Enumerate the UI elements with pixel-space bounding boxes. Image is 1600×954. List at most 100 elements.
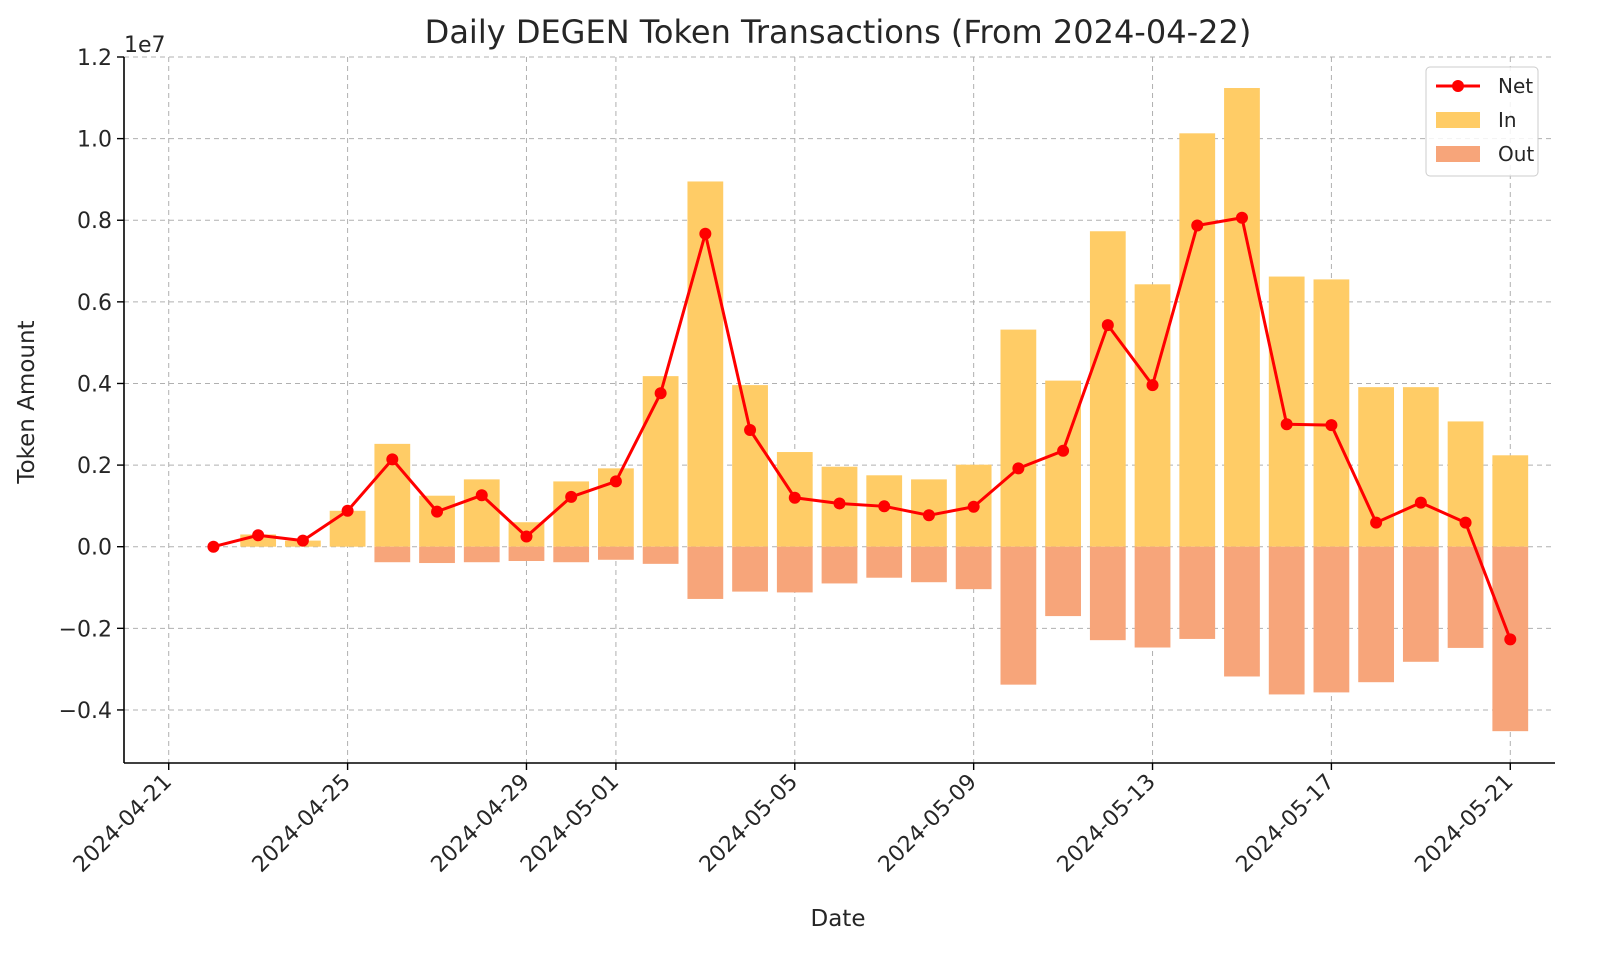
bar-in bbox=[687, 181, 724, 547]
y-tick-label: 0.4 bbox=[77, 372, 112, 397]
y-tick-label: 0.6 bbox=[77, 291, 112, 316]
bar-out bbox=[955, 546, 992, 590]
legend: Net In Out bbox=[1425, 66, 1539, 177]
net-point bbox=[1012, 462, 1025, 475]
y-tick-label: −0.4 bbox=[59, 699, 112, 724]
net-point bbox=[967, 500, 980, 513]
bar-out bbox=[732, 546, 768, 592]
bar-out bbox=[776, 546, 813, 593]
y-tick-label: 0.2 bbox=[77, 454, 112, 479]
net-point bbox=[699, 227, 712, 240]
bar-in bbox=[642, 376, 679, 547]
net-point bbox=[1325, 419, 1338, 432]
net-point bbox=[609, 475, 622, 488]
y-tick-label: 1.0 bbox=[77, 128, 112, 153]
bar-out bbox=[911, 546, 947, 583]
bar-in bbox=[1179, 133, 1216, 547]
net-point bbox=[431, 505, 444, 518]
net-point bbox=[1280, 418, 1293, 431]
bar-in bbox=[419, 495, 455, 547]
net-point bbox=[296, 534, 309, 547]
bar-out bbox=[1313, 546, 1350, 693]
y-axis-label: Token Amount bbox=[14, 320, 40, 484]
legend-out-swatch bbox=[1436, 146, 1480, 162]
net-point bbox=[922, 509, 935, 522]
bar-out bbox=[1134, 546, 1171, 648]
bar-out bbox=[1268, 546, 1305, 695]
net-point bbox=[1370, 516, 1383, 529]
legend-in-label: In bbox=[1498, 108, 1517, 132]
legend-net-label: Net bbox=[1498, 74, 1533, 98]
net-point bbox=[1101, 319, 1114, 332]
y-axis-ticks: −0.4 −0.2 0.0 0.2 0.4 0.6 0.8 1.0 1.2 bbox=[59, 46, 124, 724]
net-point bbox=[1504, 633, 1517, 646]
x-tick-label: 2024-05-13 bbox=[1053, 770, 1161, 878]
bar-out bbox=[463, 546, 500, 563]
bar-out bbox=[1045, 546, 1081, 617]
bar-in bbox=[1402, 387, 1439, 547]
y-tick-label: 0.0 bbox=[77, 536, 112, 561]
net-point bbox=[878, 500, 891, 513]
x-axis-ticks: 2024-04-21 2024-04-25 2024-04-292024-05-01… bbox=[69, 763, 1519, 878]
bar-in bbox=[1000, 329, 1037, 547]
bar-out bbox=[1447, 546, 1484, 648]
bar-in bbox=[1313, 279, 1350, 547]
x-tick-label: 2024-04-21 bbox=[69, 770, 177, 878]
net-point bbox=[744, 423, 757, 436]
x-tick-label: 2024-04-25 bbox=[248, 770, 356, 878]
bar-out bbox=[821, 546, 858, 584]
y-tick-label: 0.8 bbox=[77, 209, 112, 234]
series-in-bars bbox=[240, 88, 1529, 547]
net-point bbox=[1414, 496, 1427, 509]
bar-in bbox=[1089, 231, 1126, 547]
bar-in bbox=[732, 385, 768, 547]
y-axis-offset-label: 1e7 bbox=[124, 33, 166, 58]
y-tick-label: −0.2 bbox=[59, 617, 112, 642]
net-point bbox=[788, 491, 801, 504]
bar-out bbox=[642, 546, 679, 564]
net-point bbox=[341, 504, 354, 517]
x-tick-label: 2024-05-09 bbox=[874, 770, 982, 878]
bar-out bbox=[553, 546, 590, 563]
series-out-bars bbox=[374, 546, 1529, 732]
x-tick-label: 2024-05-21 bbox=[1410, 770, 1518, 878]
net-point bbox=[252, 529, 265, 542]
bar-out bbox=[1179, 546, 1216, 639]
bar-out bbox=[598, 546, 634, 560]
net-point bbox=[1057, 444, 1070, 457]
bar-out bbox=[1000, 546, 1037, 685]
net-point bbox=[1146, 379, 1159, 392]
net-point bbox=[1191, 219, 1204, 232]
net-point bbox=[386, 453, 399, 466]
series-net-line bbox=[207, 211, 1517, 646]
x-tick-label: 2024-05-17 bbox=[1232, 770, 1340, 878]
net-point bbox=[1459, 516, 1472, 529]
bar-out bbox=[374, 546, 411, 563]
net-point bbox=[1235, 211, 1248, 224]
legend-net-marker bbox=[1452, 80, 1464, 92]
grid bbox=[124, 56, 1555, 763]
bar-in bbox=[1134, 284, 1171, 547]
bar-out bbox=[1224, 546, 1260, 677]
net-point bbox=[475, 489, 488, 502]
net-point bbox=[833, 497, 846, 510]
net-point bbox=[565, 490, 578, 503]
bar-in bbox=[1224, 88, 1260, 547]
bar-out bbox=[1402, 546, 1439, 662]
bar-out bbox=[508, 546, 545, 561]
bar-out bbox=[1089, 546, 1126, 641]
net-point bbox=[520, 530, 533, 543]
legend-out-label: Out bbox=[1498, 142, 1534, 166]
bar-in bbox=[1492, 455, 1529, 547]
y-tick-label: 1.2 bbox=[77, 46, 112, 71]
bar-in bbox=[1268, 276, 1305, 547]
bar-in bbox=[1045, 380, 1081, 547]
x-tick-label: 2024-05-05 bbox=[695, 770, 803, 878]
bar-out bbox=[419, 546, 455, 564]
net-point bbox=[207, 540, 220, 553]
chart-title: Daily DEGEN Token Transactions (From 202… bbox=[425, 13, 1252, 51]
x-axis-label: Date bbox=[811, 906, 866, 932]
bar-out bbox=[866, 546, 903, 578]
net-point bbox=[654, 387, 667, 400]
